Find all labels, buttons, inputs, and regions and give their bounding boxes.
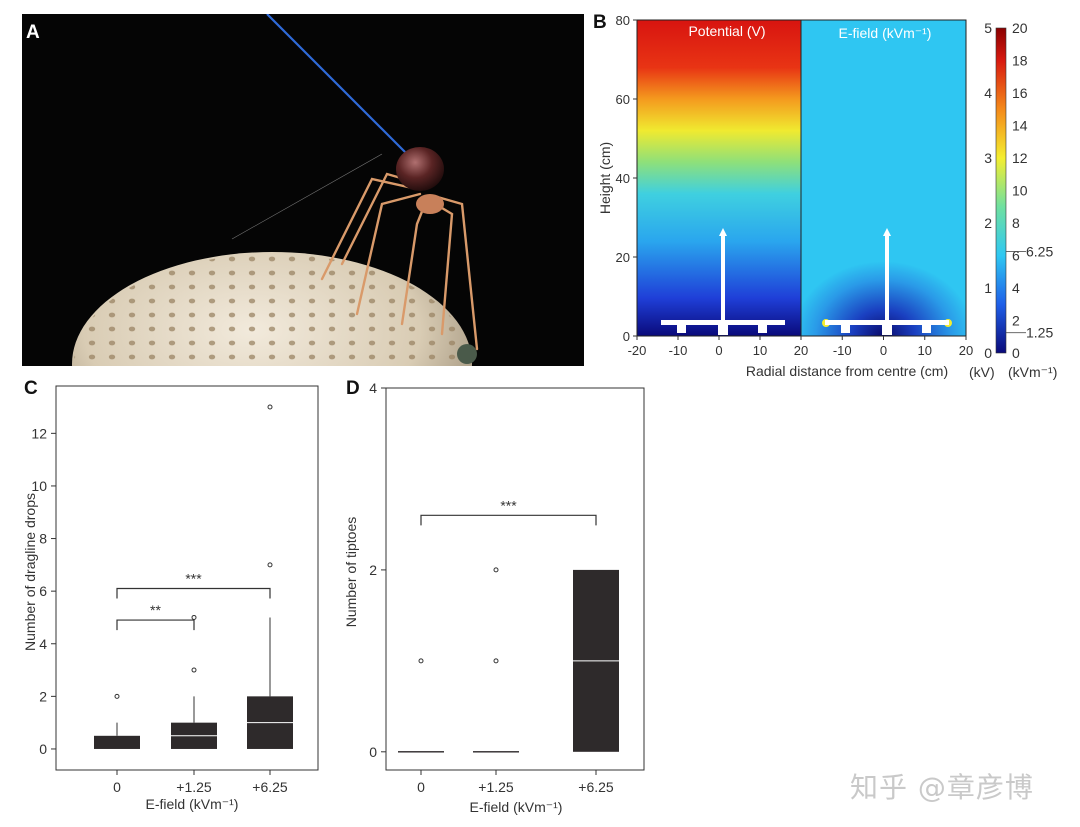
colorbar-outer-tick: 18 <box>1012 53 1028 69</box>
b-ytick-label: 0 <box>623 329 630 344</box>
b-ytick-label: 60 <box>616 92 630 107</box>
significance-bracket <box>420 514 597 526</box>
colorbar-unit-left: (kV) <box>969 364 995 380</box>
xtick-label: +1.25 <box>176 779 212 795</box>
colorbar <box>995 27 1007 354</box>
b-xtick-label: 10 <box>753 343 767 358</box>
significance-label: *** <box>500 497 517 513</box>
xtick-label: +6.25 <box>252 779 288 795</box>
ytick-label: 4 <box>369 380 377 396</box>
significance-bracket <box>116 619 195 631</box>
box <box>94 735 140 749</box>
colorbar-inner-tick: 4 <box>984 85 992 101</box>
b-xtick-label: 0 <box>715 343 722 358</box>
field-heatmap-panel: B Potential (V) E-field (kVm⁻¹) 02040608… <box>593 12 1057 380</box>
colorbar-outer-tick: 10 <box>1012 183 1028 199</box>
ytick-label: 0 <box>369 744 377 760</box>
b-ytick-label: 40 <box>616 171 630 186</box>
panel-letter-c: C <box>24 378 38 399</box>
colorbar-outer-tick: 12 <box>1012 150 1028 166</box>
ytick-label: 0 <box>39 741 47 757</box>
plot-frame <box>55 385 319 771</box>
b-ytick-label: 80 <box>616 13 630 28</box>
b-xtick-label-right: -10 <box>833 343 852 358</box>
d-ylabel: Number of tiptoes <box>343 517 359 628</box>
colorbar-outer-tick: 0 <box>1012 345 1020 361</box>
b-xtick-label-right: 20 <box>959 343 973 358</box>
ytick-label: 12 <box>31 425 47 441</box>
ytick-label: 8 <box>39 531 47 547</box>
colorbar-inner-tick: 1 <box>984 280 992 296</box>
plot-frame <box>385 387 645 771</box>
ytick-label: 2 <box>369 562 377 578</box>
colorbar-inner-tick: 0 <box>984 345 992 361</box>
xtick-label: +1.25 <box>478 779 514 795</box>
panel-letter-a: A <box>26 22 40 43</box>
colorbar-outer-tick: 2 <box>1012 313 1020 329</box>
colorbar-outer-tick: 6 <box>1012 248 1020 264</box>
b-xtick-label: 20 <box>794 343 808 358</box>
ytick-label: 10 <box>31 478 47 494</box>
colorbar-mark-label: 1.25 <box>1026 325 1053 341</box>
potential-map <box>637 20 801 336</box>
b-xtick-label-right: 0 <box>880 343 887 358</box>
ytick-label: 2 <box>39 688 47 704</box>
outlier-point <box>114 693 120 699</box>
b-ylabel: Height (cm) <box>597 142 613 214</box>
significance-label: ** <box>150 602 161 618</box>
outlier-point <box>418 658 424 664</box>
panel-letter-b: B <box>593 12 607 33</box>
spider-photo: A <box>22 14 584 366</box>
box <box>398 751 444 753</box>
b-xtick-label: -20 <box>628 343 647 358</box>
outlier-point <box>267 404 273 410</box>
xtick-label: +6.25 <box>578 779 614 795</box>
significance-label: *** <box>185 571 202 587</box>
b-xtick-label-right: 10 <box>918 343 932 358</box>
colorbar-inner-tick: 3 <box>984 150 992 166</box>
b-xtick-label: -10 <box>669 343 688 358</box>
ytick-label: 6 <box>39 583 47 599</box>
watermark-text: 知乎 @章彦博 <box>850 771 1034 804</box>
outlier-point <box>191 614 197 620</box>
b-ytick-label: 20 <box>616 250 630 265</box>
outlier-point <box>267 562 273 568</box>
outlier-point <box>191 667 197 673</box>
panel-letter-d: D <box>346 378 360 399</box>
apparatus-shape <box>661 228 949 335</box>
colorbar-inner-tick: 2 <box>984 215 992 231</box>
xtick-label: 0 <box>417 779 425 795</box>
colorbar-mark-label: 6.25 <box>1026 243 1053 259</box>
b-xlabel: Radial distance from centre (cm) <box>746 363 948 379</box>
tiptoes-chart: D 0 2 4 0 +1.25 +6.25 *** Number of tiptoes E-… <box>343 378 645 815</box>
ytick-label: 4 <box>39 636 47 652</box>
colorbar-unit-right: (kVm⁻¹) <box>1008 364 1057 380</box>
c-ylabel: Number of dragline drops <box>22 493 38 651</box>
outlier-point <box>493 658 499 664</box>
colorbar-inner-tick: 5 <box>984 20 992 36</box>
significance-bracket <box>116 587 271 599</box>
colorbar-outer-tick: 20 <box>1012 20 1028 36</box>
efield-subtitle: E-field (kVm⁻¹) <box>839 25 932 41</box>
c-xlabel: E-field (kVm⁻¹) <box>146 796 239 812</box>
outlier-point <box>493 567 499 573</box>
potential-subtitle: Potential (V) <box>688 23 765 39</box>
colorbar-outer-tick: 14 <box>1012 118 1028 134</box>
box <box>473 751 519 753</box>
colorbar-outer-tick: 16 <box>1012 85 1028 101</box>
xtick-label: 0 <box>113 779 121 795</box>
colorbar-outer-tick: 4 <box>1012 280 1020 296</box>
d-xlabel: E-field (kVm⁻¹) <box>470 799 563 815</box>
colorbar-outer-tick: 8 <box>1012 215 1020 231</box>
